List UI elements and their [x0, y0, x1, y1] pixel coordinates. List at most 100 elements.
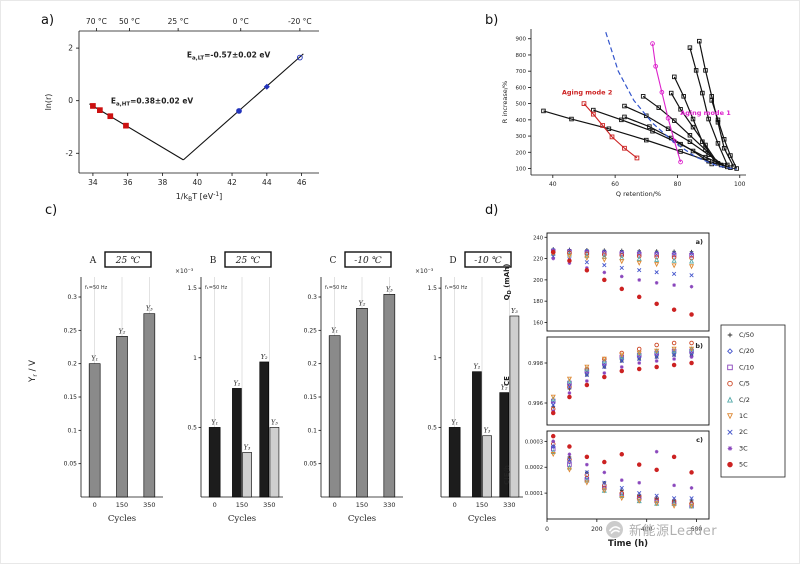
svg-text:150: 150 [356, 501, 368, 509]
svg-text:a): a) [696, 238, 703, 246]
svg-text:0.5: 0.5 [427, 424, 437, 431]
panel-b-label: b) [485, 13, 499, 28]
svg-text:50 °C: 50 °C [119, 17, 140, 26]
svg-text:Y₂: Y₂ [119, 327, 126, 335]
svg-text:Y₃: Y₃ [146, 305, 153, 313]
svg-text:60: 60 [611, 181, 619, 188]
svg-text:0.2: 0.2 [67, 361, 77, 368]
svg-text:300: 300 [516, 134, 527, 140]
svg-text:0: 0 [545, 526, 549, 533]
bar-chart-B: 0 150 350 0.5 1 1.5 Y₁ Y₂ Y₃ Y₂ Y₃ B 25 ℃ ×10⁻³ f₁=50 … [175, 251, 283, 524]
svg-text:42: 42 [227, 178, 237, 187]
svg-text:Y₃: Y₃ [386, 285, 393, 293]
svg-text:0.2: 0.2 [307, 361, 317, 368]
watermark-logo-icon [606, 521, 623, 538]
svg-text:0: 0 [93, 501, 97, 509]
svg-text:0.25: 0.25 [64, 327, 78, 334]
svg-text:c): c) [696, 436, 703, 444]
svg-text:0.5: 0.5 [187, 424, 197, 431]
svg-text:1C: 1C [739, 412, 748, 420]
svg-text:0: 0 [333, 501, 337, 509]
svg-text:200: 200 [591, 526, 603, 533]
svg-text:Cycles: Cycles [468, 514, 496, 524]
svg-text:350: 350 [143, 501, 155, 509]
svg-text:2: 2 [68, 44, 73, 53]
svg-text:25 ℃: 25 ℃ [235, 256, 261, 266]
svg-text:0.996: 0.996 [528, 401, 543, 407]
svg-text:QD (mAh): QD (mAh) [503, 264, 513, 301]
svg-text:40: 40 [549, 181, 557, 188]
svg-text:CE: CE [503, 376, 511, 386]
svg-text:330: 330 [383, 501, 395, 509]
svg-text:400: 400 [516, 118, 527, 124]
legend: C/50 C/20 C/10 C/5 C/2 1C 2C 3C 5C [720, 324, 786, 478]
svg-text:Yr / V: Yr / V [28, 360, 39, 383]
svg-text:C/2: C/2 [739, 396, 750, 404]
svg-text:1: 1 [193, 355, 197, 362]
svg-text:600: 600 [516, 85, 527, 91]
arrhenius-chart: 34 36 38 40 42 44 46 -2 0 2 70 °C 50 °C 25 °C 0 °C -20… [44, 17, 319, 203]
svg-text:1.5: 1.5 [427, 285, 437, 292]
rate-capability-chart: 160 180 200 220 240 QD (mAh) a) 0.996 0.998 CE b) 0… [503, 232, 786, 549]
svg-text:0 °C: 0 °C [233, 17, 249, 26]
svg-text:Y₃: Y₃ [271, 418, 278, 426]
svg-text:×10⁻³: ×10⁻³ [415, 268, 434, 275]
svg-text:38: 38 [158, 178, 168, 187]
watermark-text: 新能源Leader [629, 524, 718, 539]
svg-text:D: D [449, 256, 456, 266]
svg-text:C: C [330, 256, 337, 266]
svg-text:0.0002: 0.0002 [525, 465, 543, 471]
svg-text:-2: -2 [66, 149, 74, 158]
svg-text:700: 700 [516, 69, 527, 75]
svg-text:Y₃: Y₃ [484, 427, 491, 435]
svg-text:150: 150 [236, 501, 248, 509]
svg-text:0: 0 [213, 501, 217, 509]
svg-text:R increase/%: R increase/% [501, 81, 509, 123]
panel-a-label: a) [41, 13, 55, 28]
bar-chart-C: 0 150 330 0.05 0.1 0.15 0.2 0.25 0.3 Y₁ Y₂ Y₃ C -10 ℃… [304, 251, 403, 524]
svg-text:220: 220 [533, 257, 543, 263]
svg-text:25 °C: 25 °C [168, 17, 189, 26]
svg-text:3C: 3C [739, 444, 748, 452]
bar-charts-shared-ylabel: Yr / V [28, 360, 39, 383]
svg-text:0.998: 0.998 [528, 361, 543, 367]
svg-text:Ea,LT=-0.57±0.02 eV: Ea,LT=-0.57±0.02 eV [187, 50, 271, 61]
svg-text:240: 240 [533, 235, 543, 241]
svg-text:160: 160 [533, 320, 543, 326]
svg-text:180: 180 [533, 299, 543, 305]
svg-text:80: 80 [674, 181, 682, 188]
svg-text:100: 100 [516, 167, 527, 173]
svg-text:0.15: 0.15 [304, 394, 318, 401]
panel-d-label: d) [485, 203, 499, 218]
svg-text:f₁=50 Hz: f₁=50 Hz [85, 285, 108, 291]
svg-text:1: 1 [433, 355, 437, 362]
svg-text:f₁=50 Hz: f₁=50 Hz [325, 285, 348, 291]
bar-chart-D: 0 150 330 0.5 1 1.5 Y₁ Y₂ Y₃ Y₂ Y₃ D -10 ℃ ×10⁻³ f₁=50… [415, 251, 523, 524]
svg-text:C/20: C/20 [739, 347, 754, 355]
svg-text:350: 350 [263, 501, 275, 509]
svg-text:f₁=50 Hz: f₁=50 Hz [205, 285, 228, 291]
svg-text:Y₂: Y₂ [473, 363, 480, 371]
svg-text:150: 150 [476, 501, 488, 509]
svg-text:40: 40 [192, 178, 202, 187]
svg-text:Y₁: Y₁ [91, 355, 98, 363]
svg-text:Cycles: Cycles [108, 514, 136, 524]
svg-text:Q retention/%: Q retention/% [616, 190, 661, 198]
svg-text:A: A [89, 256, 97, 266]
svg-text:0: 0 [68, 96, 73, 105]
svg-text:0.05: 0.05 [304, 461, 318, 468]
panel-c-label: c) [45, 203, 58, 218]
svg-text:Y₁: Y₁ [211, 418, 218, 426]
svg-text:200: 200 [533, 278, 543, 284]
svg-text:900: 900 [516, 37, 527, 43]
svg-text:-20 °C: -20 °C [288, 17, 312, 26]
svg-text:1.5: 1.5 [187, 285, 197, 292]
svg-text:44: 44 [262, 178, 272, 187]
svg-text:400: 400 [641, 526, 653, 533]
svg-text:0.1: 0.1 [67, 427, 77, 434]
svg-text:500: 500 [516, 102, 527, 108]
svg-text:36: 36 [123, 178, 133, 187]
svg-text:0.0001: 0.0001 [525, 491, 543, 497]
svg-text:Ea,HT=0.38±0.02 eV: Ea,HT=0.38±0.02 eV [111, 96, 194, 107]
